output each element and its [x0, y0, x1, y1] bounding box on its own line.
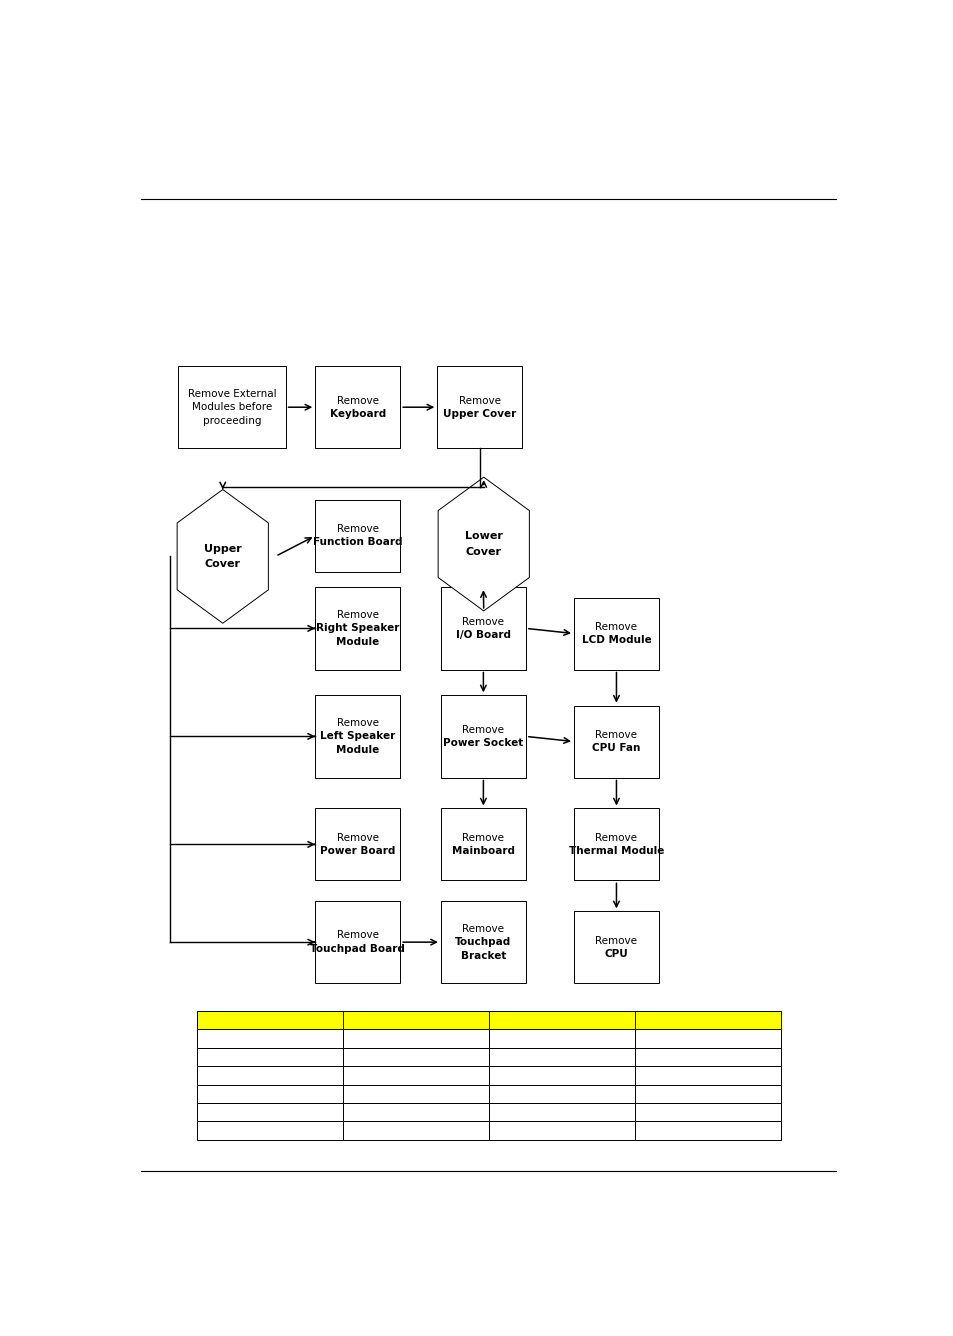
Polygon shape	[177, 489, 268, 623]
FancyBboxPatch shape	[440, 588, 525, 669]
Text: Power Socket: Power Socket	[443, 737, 523, 748]
FancyBboxPatch shape	[574, 597, 659, 669]
Text: Remove: Remove	[595, 621, 637, 632]
FancyBboxPatch shape	[196, 1047, 781, 1066]
FancyBboxPatch shape	[314, 808, 400, 880]
FancyBboxPatch shape	[314, 695, 400, 778]
Text: Power Board: Power Board	[319, 846, 395, 856]
Text: Touchpad: Touchpad	[455, 937, 511, 947]
Text: Keyboard: Keyboard	[329, 409, 385, 420]
Text: Thermal Module: Thermal Module	[568, 846, 663, 856]
Text: Remove: Remove	[462, 832, 504, 843]
Text: Remove: Remove	[336, 524, 378, 534]
Text: Remove: Remove	[336, 930, 378, 941]
FancyBboxPatch shape	[196, 1121, 781, 1140]
Text: Module: Module	[335, 744, 379, 755]
FancyBboxPatch shape	[314, 500, 400, 572]
Text: Right Speaker: Right Speaker	[315, 624, 399, 633]
Text: Upper Cover: Upper Cover	[442, 409, 516, 420]
FancyBboxPatch shape	[196, 1066, 781, 1085]
FancyBboxPatch shape	[314, 366, 400, 449]
Text: I/O Board: I/O Board	[456, 631, 511, 640]
FancyBboxPatch shape	[314, 900, 400, 983]
FancyBboxPatch shape	[436, 366, 521, 449]
Text: Upper: Upper	[204, 544, 241, 553]
FancyBboxPatch shape	[440, 808, 525, 880]
Text: Lower: Lower	[464, 532, 502, 541]
FancyBboxPatch shape	[440, 900, 525, 983]
Text: Remove: Remove	[336, 611, 378, 620]
Text: Remove: Remove	[336, 832, 378, 843]
Text: Bracket: Bracket	[460, 950, 505, 961]
Text: Cover: Cover	[205, 558, 240, 569]
Text: CPU: CPU	[604, 949, 628, 959]
FancyBboxPatch shape	[574, 808, 659, 880]
Text: Modules before: Modules before	[192, 402, 272, 413]
FancyBboxPatch shape	[196, 1085, 781, 1104]
FancyBboxPatch shape	[574, 911, 659, 983]
FancyBboxPatch shape	[196, 1030, 781, 1047]
Text: Remove: Remove	[595, 935, 637, 946]
Text: Remove: Remove	[595, 729, 637, 740]
Text: Mainboard: Mainboard	[452, 846, 515, 856]
Text: Remove External: Remove External	[188, 389, 276, 399]
Text: Left Speaker: Left Speaker	[319, 731, 395, 741]
Text: LCD Module: LCD Module	[581, 635, 651, 645]
Text: Cover: Cover	[465, 546, 501, 557]
Text: Remove: Remove	[458, 395, 500, 406]
Text: Touchpad Board: Touchpad Board	[310, 943, 405, 954]
Text: Function Board: Function Board	[313, 537, 402, 548]
Text: Remove: Remove	[462, 923, 504, 934]
Text: Remove: Remove	[462, 724, 504, 735]
Text: proceeding: proceeding	[203, 415, 261, 426]
FancyBboxPatch shape	[574, 705, 659, 778]
Text: CPU Fan: CPU Fan	[592, 743, 640, 754]
Polygon shape	[437, 477, 529, 611]
FancyBboxPatch shape	[314, 588, 400, 669]
FancyBboxPatch shape	[178, 366, 285, 449]
Text: Remove: Remove	[336, 717, 378, 728]
FancyBboxPatch shape	[196, 1011, 781, 1030]
FancyBboxPatch shape	[440, 695, 525, 778]
Text: Remove: Remove	[462, 617, 504, 627]
Text: Remove: Remove	[336, 395, 378, 406]
Text: Module: Module	[335, 637, 379, 647]
Text: Remove: Remove	[595, 832, 637, 843]
FancyBboxPatch shape	[196, 1104, 781, 1121]
